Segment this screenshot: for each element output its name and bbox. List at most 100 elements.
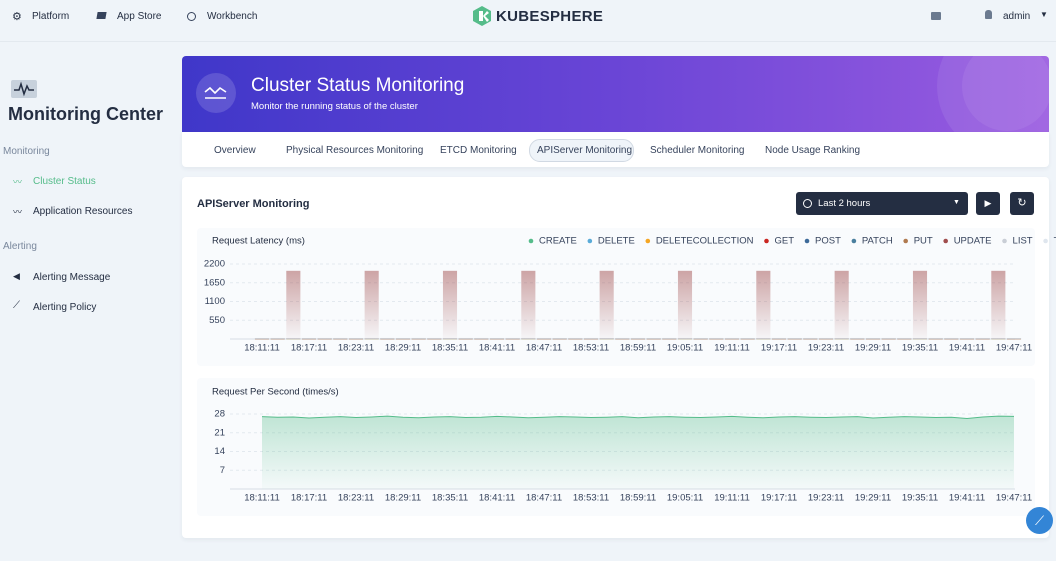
bar <box>959 337 975 339</box>
x-tick-label: 18:17:11 <box>291 343 327 354</box>
tab[interactable]: APIServer Monitoring <box>537 145 633 156</box>
x-tick-label: 19:11:11 <box>714 493 750 504</box>
time-select[interactable] <box>796 192 968 215</box>
bar <box>724 339 740 340</box>
legend-swatch <box>943 238 948 244</box>
bar <box>944 337 959 339</box>
logo-text: KUBESPHERE <box>496 8 604 25</box>
bar <box>865 339 881 340</box>
nav-workbench-icon <box>187 12 196 21</box>
sidebar-item-icon: ⟋ <box>13 300 20 311</box>
nav-item[interactable]: App Store <box>117 11 162 22</box>
play-button[interactable]: ▶ <box>976 192 1000 215</box>
bar <box>834 270 849 339</box>
banner-subtitle: Monitor the running status of the cluste… <box>251 101 418 112</box>
y-tick-label: 7 <box>220 465 225 476</box>
bar <box>803 337 818 339</box>
bar <box>380 339 395 340</box>
x-tick-label: 18:59:11 <box>620 493 656 504</box>
chart-title: Request Per Second (times/s) <box>212 387 339 398</box>
x-tick-label: 18:17:11 <box>291 493 327 504</box>
area <box>262 416 1014 489</box>
x-tick-label: 18:47:11 <box>526 493 562 504</box>
bar <box>709 337 724 339</box>
sidebar-item[interactable]: Alerting Message <box>33 272 111 283</box>
bar <box>756 337 771 339</box>
time-range: Last 2 hours <box>818 198 871 209</box>
legend-swatch <box>851 238 857 244</box>
bar <box>380 337 395 339</box>
legend-swatch <box>1043 238 1048 244</box>
bar <box>1006 337 1022 339</box>
bar <box>395 339 411 340</box>
x-tick-label: 18:35:11 <box>432 343 468 354</box>
bar <box>536 339 552 340</box>
help-button[interactable]: ⟋ <box>1026 507 1053 534</box>
legend-label: DELETECOLLECTION <box>656 236 754 247</box>
bar <box>286 270 301 339</box>
bar <box>693 337 708 339</box>
bar <box>912 270 928 339</box>
legend-swatch <box>1002 238 1007 244</box>
line <box>261 415 1015 420</box>
clock-icon <box>803 199 812 208</box>
bar <box>286 337 301 339</box>
bar <box>1006 339 1022 340</box>
bar <box>771 337 787 339</box>
sidebar-item[interactable]: Alerting Policy <box>33 302 97 313</box>
bar <box>301 339 317 340</box>
select-caret: ▼ <box>953 199 960 206</box>
bar <box>348 337 364 339</box>
bar <box>489 337 505 339</box>
y-tick-label: 1100 <box>205 296 225 307</box>
bar <box>975 339 990 340</box>
bar <box>442 337 458 339</box>
sidebar-item[interactable]: Cluster Status <box>33 176 96 187</box>
user-name[interactable]: admin <box>1003 11 1031 22</box>
notification-icon[interactable] <box>931 12 941 20</box>
nav-item[interactable]: Workbench <box>207 11 258 22</box>
chart-title: Request Latency (ms) <box>212 236 305 247</box>
bar <box>552 337 567 339</box>
x-tick-label: 19:05:11 <box>667 493 703 504</box>
tab[interactable]: Scheduler Monitoring <box>650 145 745 156</box>
x-tick-label: 18:23:11 <box>338 343 374 354</box>
bar <box>521 337 536 339</box>
bar <box>521 270 536 339</box>
bar <box>693 339 708 340</box>
bar <box>662 337 677 339</box>
sidebar-item[interactable]: Application Resources <box>33 206 133 217</box>
refresh-button[interactable]: ↻ <box>1010 192 1034 215</box>
bar <box>803 339 818 340</box>
bar <box>505 337 520 339</box>
x-tick-label: 18:23:11 <box>338 493 374 504</box>
tab[interactable]: Node Usage Ranking <box>765 145 861 156</box>
user-caret: ▼ <box>1040 10 1048 19</box>
bar <box>646 337 661 339</box>
bar <box>881 339 896 340</box>
logo-icon <box>473 6 491 26</box>
bar <box>364 270 379 339</box>
nav-item[interactable]: Platform <box>32 11 70 22</box>
sidebar-title: Monitoring Center <box>8 104 163 124</box>
sidebar-icon <box>11 80 37 98</box>
legend-label: Total <box>1054 236 1056 247</box>
tab[interactable]: Overview <box>214 145 256 156</box>
legend-label: PUT <box>914 236 933 247</box>
bar <box>771 339 787 340</box>
tab[interactable]: Physical Resources Monitoring <box>286 145 424 156</box>
chart-panel <box>197 228 1035 366</box>
bar <box>912 337 928 339</box>
sidebar-item-icon: 〰 <box>13 177 23 187</box>
bar <box>364 337 379 339</box>
bar <box>818 337 834 339</box>
bar <box>270 339 285 340</box>
legend-swatch <box>645 238 651 244</box>
bar <box>615 337 630 339</box>
bar <box>677 270 693 339</box>
x-tick-label: 19:41:11 <box>949 493 985 504</box>
x-tick-label: 19:17:11 <box>761 343 797 354</box>
x-tick-label: 18:47:11 <box>526 343 562 354</box>
tab[interactable]: ETCD Monitoring <box>440 145 517 156</box>
